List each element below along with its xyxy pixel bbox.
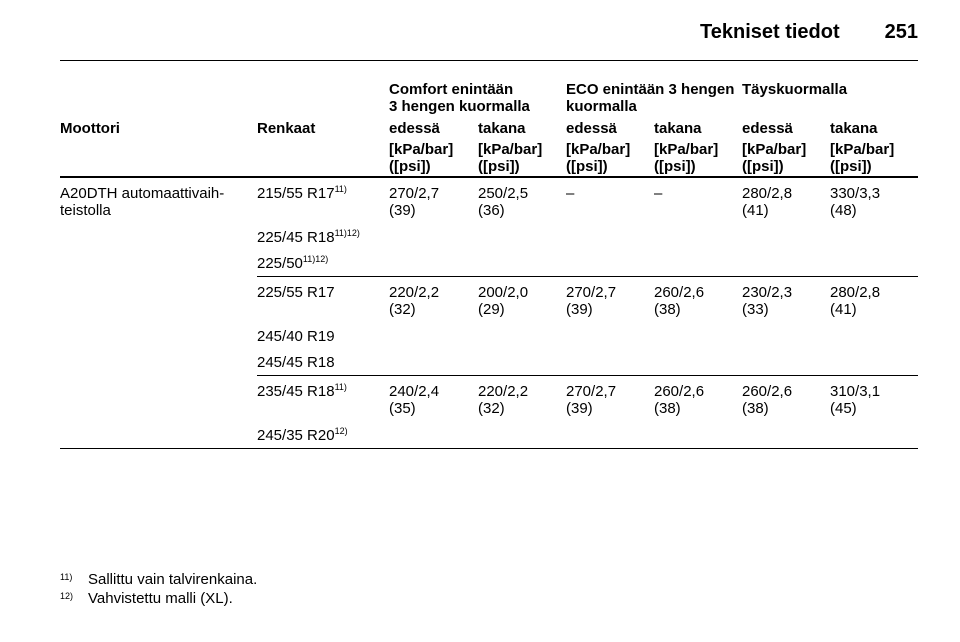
column-header: Moottori	[60, 120, 120, 137]
tyre-size: 215/55 R1711)	[257, 184, 347, 203]
column-header: edessä	[742, 120, 793, 137]
unit-header: [kPa/bar] ([psi])	[742, 141, 807, 175]
tyre-size: 245/45 R18	[257, 354, 335, 371]
footnote-ref: 11)	[334, 382, 347, 392]
pressure: 260/2,6 (38)	[742, 383, 793, 417]
pressure: 280/2,8 (41)	[742, 185, 793, 219]
unit-header: [kPa/bar] ([psi])	[478, 141, 543, 175]
tyre-size: 225/55 R17	[257, 284, 335, 301]
tyre-size: 225/5011)12)	[257, 254, 329, 273]
pressure: 310/3,1 (45)	[830, 383, 881, 417]
pressure: 280/2,8 (41)	[830, 284, 881, 318]
pressure: 230/2,3 (33)	[742, 284, 793, 318]
unit-header: [kPa/bar] ([psi])	[654, 141, 719, 175]
group-rule	[257, 276, 918, 277]
table-header-rule	[60, 176, 918, 178]
tyre-size: 245/35 R2012)	[257, 426, 348, 445]
group-header: Täyskuormalla	[742, 81, 848, 98]
footnote-ref: 12)	[334, 426, 348, 436]
group-header: ECO enintään 3 hengen kuormalla	[566, 81, 735, 115]
page-title: Tekniset tiedot	[700, 21, 840, 43]
footnote-mark: 11)	[60, 572, 73, 582]
column-header: takana	[654, 120, 702, 137]
pressure: –	[566, 185, 575, 202]
group-rule	[257, 375, 918, 376]
group-header: Comfort enintään 3 hengen kuormalla	[389, 81, 530, 115]
engine: A20DTH automaattivaih- teistolla	[60, 185, 225, 219]
unit-header: [kPa/bar] ([psi])	[389, 141, 454, 175]
footnote-text: Sallittu vain talvirenkaina.	[88, 571, 258, 588]
header-rule	[60, 60, 918, 61]
tyre-size: 245/40 R19	[257, 328, 335, 345]
footnote-mark: 12)	[60, 591, 74, 601]
footnote-ref: 11)12)	[334, 228, 360, 238]
pressure: –	[654, 185, 663, 202]
pressure: 220/2,2 (32)	[478, 383, 529, 417]
pressure: 330/3,3 (48)	[830, 185, 881, 219]
pressure: 270/2,7 (39)	[566, 383, 617, 417]
pressure: 270/2,7 (39)	[566, 284, 617, 318]
pressure: 260/2,6 (38)	[654, 284, 705, 318]
column-header: edessä	[389, 120, 440, 137]
column-header: takana	[830, 120, 878, 137]
column-header: takana	[478, 120, 526, 137]
pressure: 260/2,6 (38)	[654, 383, 705, 417]
table-bottom-rule	[60, 448, 918, 449]
unit-header: [kPa/bar] ([psi])	[566, 141, 631, 175]
tyre-size: 235/45 R1811)	[257, 382, 347, 401]
pressure: 270/2,7 (39)	[389, 185, 440, 219]
tyre-size: 225/45 R1811)12)	[257, 228, 360, 247]
footnote-text: Vahvistettu malli (XL).	[88, 590, 233, 607]
pressure: 240/2,4 (35)	[389, 383, 440, 417]
footnote-ref: 11)	[334, 184, 347, 194]
page-number: 251	[884, 21, 918, 43]
unit-header: [kPa/bar] ([psi])	[830, 141, 895, 175]
pressure: 200/2,0 (29)	[478, 284, 529, 318]
column-header: edessä	[566, 120, 617, 137]
pressure: 220/2,2 (32)	[389, 284, 440, 318]
footnote-ref: 11)12)	[302, 254, 329, 264]
column-header: Renkaat	[257, 120, 316, 137]
pressure: 250/2,5 (36)	[478, 185, 529, 219]
